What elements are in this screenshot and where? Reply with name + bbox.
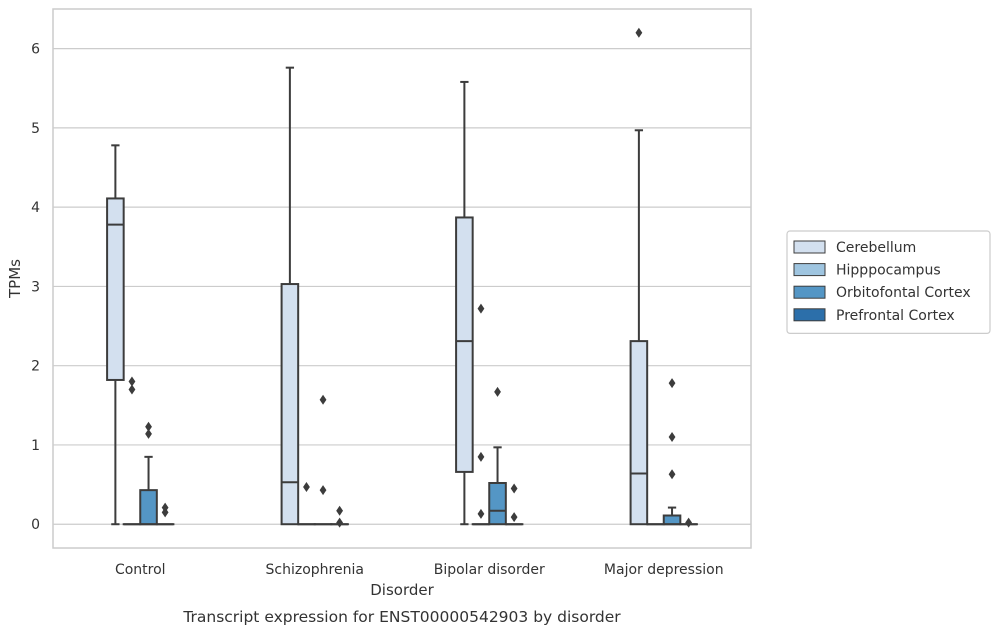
box-iqr bbox=[662, 514, 682, 526]
x-tick-label: Major depression bbox=[604, 562, 724, 578]
box-orbitofontal-cortex-bipolar-disorder bbox=[488, 386, 507, 526]
outlier-point bbox=[510, 483, 518, 494]
box-prefrontal-cortex-control bbox=[155, 502, 175, 526]
y-axis-label: TPMs bbox=[6, 259, 24, 299]
box-hipppocampus-schizophrenia bbox=[297, 481, 316, 526]
outlier-point bbox=[510, 512, 518, 523]
outlier-point bbox=[336, 505, 344, 516]
box-cerebellum-control bbox=[106, 144, 125, 526]
y-tick-label: 2 bbox=[31, 359, 40, 375]
box-series bbox=[106, 27, 698, 528]
x-tick-labels: Control Schizophrenia Bipolar disorder Majo… bbox=[115, 562, 724, 578]
legend-frame bbox=[786, 230, 991, 335]
outlier-point bbox=[145, 421, 152, 432]
outlier-point bbox=[319, 485, 327, 496]
box-iqr bbox=[629, 340, 649, 526]
legend: Cerebellum Hipppocampus Orbitofontal Corte… bbox=[786, 230, 991, 335]
outlier-point bbox=[477, 508, 485, 519]
box-cerebellum-schizophrenia bbox=[280, 66, 300, 526]
legend-swatch bbox=[793, 285, 826, 299]
outlier-point bbox=[668, 378, 676, 389]
x-tick-label: Schizophrenia bbox=[266, 562, 364, 578]
box-prefrontal-cortex-major-depression bbox=[679, 517, 698, 528]
y-tick-label: 3 bbox=[31, 279, 40, 295]
legend-item: Cerebellum bbox=[793, 240, 916, 256]
box-orbitofontal-cortex-schizophrenia bbox=[313, 394, 333, 526]
box-iqr bbox=[139, 489, 158, 526]
box-prefrontal-cortex-schizophrenia bbox=[330, 505, 349, 528]
outlier-point bbox=[477, 451, 485, 462]
outlier-point bbox=[319, 394, 327, 405]
outlier-point bbox=[635, 27, 643, 38]
plot-frame bbox=[52, 8, 752, 549]
outlier-point bbox=[336, 517, 344, 528]
y-tick-label: 0 bbox=[31, 517, 40, 533]
legend-label: Hipppocampus bbox=[836, 263, 941, 279]
outlier-point bbox=[128, 376, 136, 387]
legend-label: Orbitofontal Cortex bbox=[836, 285, 971, 301]
x-tick-label: Control bbox=[115, 562, 166, 578]
y-tick-label: 4 bbox=[31, 200, 40, 216]
legend-swatch bbox=[793, 240, 826, 254]
box-hipppocampus-bipolar-disorder bbox=[471, 303, 491, 526]
y-tick-label: 1 bbox=[31, 438, 40, 454]
x-tick-label: Bipolar disorder bbox=[434, 562, 545, 578]
chart-caption: Transcript expression for ENST0000054290… bbox=[182, 608, 621, 626]
x-axis-label: Disorder bbox=[370, 581, 434, 599]
outlier-point bbox=[668, 469, 676, 480]
box-prefrontal-cortex-bipolar-disorder bbox=[504, 483, 524, 526]
legend-item: Hipppocampus bbox=[793, 263, 941, 279]
y-tick-label: 6 bbox=[31, 42, 40, 58]
box-iqr bbox=[488, 482, 507, 526]
box-iqr bbox=[106, 197, 125, 381]
legend-item: Prefrontal Cortex bbox=[793, 308, 955, 324]
y-tick-labels: 0 1 2 3 4 5 6 bbox=[31, 42, 40, 534]
legend-swatch bbox=[793, 263, 826, 277]
outlier-point bbox=[303, 481, 310, 492]
box-orbitofontal-cortex-control bbox=[139, 421, 158, 526]
outlier-point bbox=[668, 432, 676, 443]
outlier-point bbox=[161, 507, 169, 518]
box-orbitofontal-cortex-major-depression bbox=[662, 378, 682, 526]
box-iqr bbox=[455, 216, 474, 473]
box-iqr bbox=[280, 283, 300, 526]
outlier-point bbox=[128, 384, 136, 395]
y-tick-label: 5 bbox=[31, 121, 40, 137]
grid-lines bbox=[53, 48, 751, 525]
outlier-point bbox=[145, 428, 152, 439]
box-cerebellum-bipolar-disorder bbox=[455, 80, 474, 526]
legend-label: Prefrontal Cortex bbox=[836, 308, 955, 324]
outlier-point bbox=[477, 303, 485, 314]
outlier-point bbox=[494, 386, 501, 397]
legend-swatch bbox=[793, 308, 826, 322]
box-hipppocampus-control bbox=[122, 376, 142, 526]
legend-label: Cerebellum bbox=[836, 240, 916, 256]
outlier-point bbox=[685, 517, 693, 528]
box-cerebellum-major-depression bbox=[629, 27, 649, 526]
legend-item: Orbitofontal Cortex bbox=[793, 285, 971, 301]
